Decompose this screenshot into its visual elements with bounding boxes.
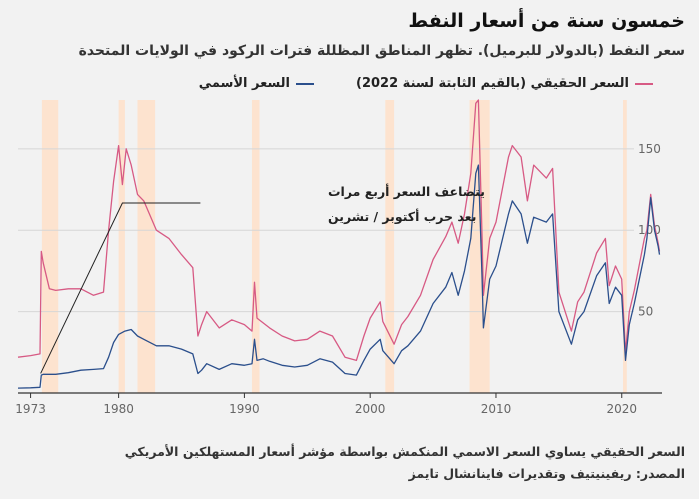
legend-swatch-nominal [296,82,315,85]
x-tick-label-2010: 2010 [481,402,512,416]
legend: السعر الحقيقي (بالقيم الثابتة لسنة 2022)… [199,76,653,91]
chart-title: خمسون سنة من أسعار النفط [408,10,685,32]
legend-swatch-real [635,82,653,85]
x-tick-label-1980: 1980 [103,402,134,416]
y-tick-label-150: 150 [638,142,661,156]
x-tick-label-2000: 2000 [355,402,386,416]
x-tick-label-1973: 1973 [15,402,46,416]
y-tick-label-50: 50 [638,305,653,319]
legend-item-nominal: السعر الأسمي [198,76,315,91]
annotation-text-line-1: يتضاعف السعر أربع مرات [328,183,485,199]
x-tick-label-1990: 1990 [229,402,260,416]
annotation-text-line-2: بعد حرب أكتوبر / تشرين [328,208,476,224]
annotation-leader [40,202,201,374]
x-tick-label-2020: 2020 [606,402,637,416]
recession-band-3 [251,100,260,393]
recession-band-1 [118,100,125,393]
source-note: المصدر: ريفينيتيف وتقديرات فاينانشال تاي… [408,466,685,481]
recession-band-6 [623,100,627,393]
y-tick-label-100: 100 [638,223,661,237]
legend-label-real: السعر الحقيقي (بالقيم الثابتة لسنة 2022) [356,76,629,91]
series-line-nominal [17,164,661,389]
recession-band-4 [385,100,395,393]
recession-band-2 [137,100,156,393]
recession-band-0 [41,100,59,393]
legend-label-nominal: السعر الأسمي [198,76,291,91]
chart-subtitle: سعر النفط (بالدولار للبرميل). تظهر المنا… [78,43,685,59]
legend-item-real: السعر الحقيقي (بالقيم الثابتة لسنة 2022) [356,76,653,91]
series-line-real [17,99,661,362]
footnote-cpi: السعر الحقيقي يساوي السعر الاسمي المنكمش… [124,444,685,459]
